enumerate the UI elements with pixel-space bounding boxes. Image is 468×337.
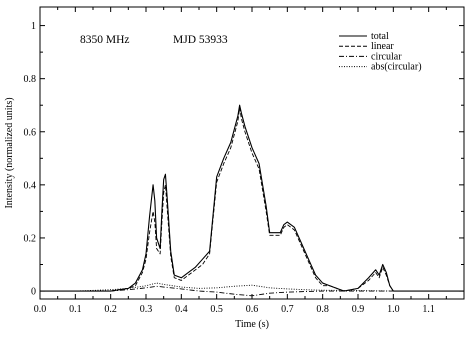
x-tick-label: 0.4 <box>175 304 188 315</box>
series-line-abs-circular <box>40 282 464 292</box>
y-tick-label: 1 <box>31 21 36 32</box>
x-tick-label: 0.8 <box>316 304 329 315</box>
legend-entry-label: total <box>371 31 389 42</box>
mjd-annotation: MJD 53933 <box>173 34 228 46</box>
x-tick-label: 1.1 <box>422 304 435 315</box>
x-tick-label: 0.0 <box>34 304 47 315</box>
series-line-total <box>40 104 464 292</box>
x-tick-label: 0.9 <box>352 304 365 315</box>
x-axis-label: Time (s) <box>235 319 269 330</box>
x-tick-label: 0.1 <box>69 304 82 315</box>
y-tick-label: 0 <box>31 287 36 298</box>
x-tick-label: 0.5 <box>210 304 223 315</box>
y-tick-label: 0.4 <box>24 180 37 191</box>
y-tick-label: 0.2 <box>24 233 37 244</box>
frequency-annotation: 8350 MHz <box>80 34 130 46</box>
x-axis-ticks: 0.0 0.1 0.2 0.3 0.4 0.5 0.6 0.7 0.8 0.9 1.0 1.1 <box>34 7 447 315</box>
x-tick-label: 0.3 <box>140 304 153 315</box>
y-tick-label: 0.6 <box>24 127 37 138</box>
legend-entry-label: circular <box>371 51 402 62</box>
y-axis-ticks: 0 0.2 0.4 0.6 0.8 1 <box>24 21 464 298</box>
x-tick-label: 0.6 <box>246 304 259 315</box>
series-layer <box>40 104 464 297</box>
series-line-circular <box>40 285 464 297</box>
legend-entry-label: abs(circular) <box>371 62 422 73</box>
x-tick-label: 0.2 <box>104 304 117 315</box>
y-tick-label: 0.8 <box>24 74 37 85</box>
y-axis-label: Intensity (normalized units) <box>4 97 15 208</box>
x-tick-label: 1.0 <box>387 304 400 315</box>
series-line-linear <box>40 107 464 292</box>
legend-entry-label: linear <box>371 41 394 52</box>
x-tick-label: 0.7 <box>281 304 294 315</box>
